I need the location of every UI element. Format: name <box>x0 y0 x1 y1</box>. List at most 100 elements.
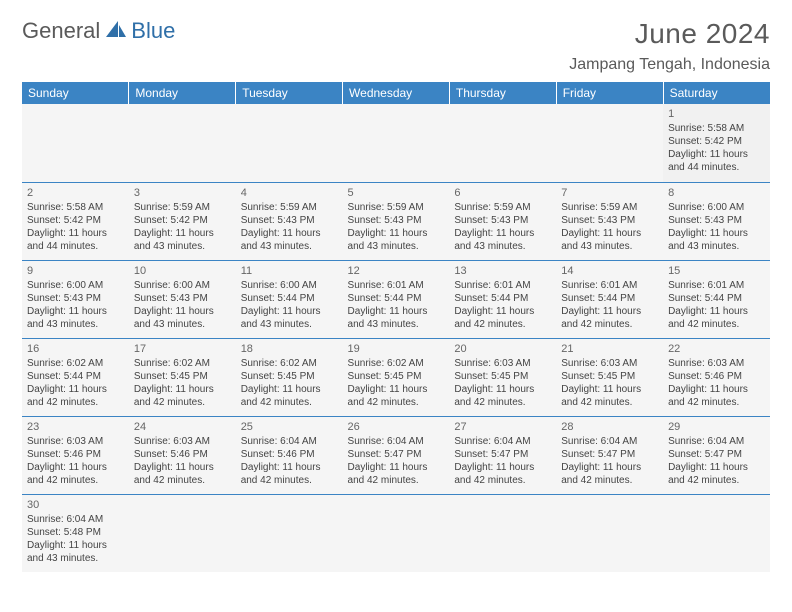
weekday-monday: Monday <box>129 82 236 104</box>
day-cell-27: 27Sunrise: 6:04 AMSunset: 5:47 PMDayligh… <box>449 416 556 494</box>
calendar-row-6: 30Sunrise: 6:04 AMSunset: 5:48 PMDayligh… <box>22 494 770 572</box>
daylight-text-1: Daylight: 11 hours <box>134 227 231 240</box>
sunset-text: Sunset: 5:44 PM <box>668 292 765 305</box>
daylight-text-2: and 42 minutes. <box>241 396 338 409</box>
sunrise-text: Sunrise: 5:58 AM <box>27 201 124 214</box>
daylight-text-1: Daylight: 11 hours <box>668 227 765 240</box>
daylight-text-2: and 43 minutes. <box>241 240 338 253</box>
day-number: 5 <box>348 186 445 200</box>
weekday-friday: Friday <box>556 82 663 104</box>
day-number: 2 <box>27 186 124 200</box>
daylight-text-2: and 42 minutes. <box>348 474 445 487</box>
sunset-text: Sunset: 5:44 PM <box>454 292 551 305</box>
daylight-text-2: and 42 minutes. <box>454 396 551 409</box>
day-number: 28 <box>561 420 658 434</box>
daylight-text-2: and 42 minutes. <box>561 318 658 331</box>
daylight-text-1: Daylight: 11 hours <box>348 227 445 240</box>
sunset-text: Sunset: 5:43 PM <box>454 214 551 227</box>
daylight-text-1: Daylight: 11 hours <box>241 227 338 240</box>
sunrise-text: Sunrise: 6:00 AM <box>668 201 765 214</box>
daylight-text-2: and 42 minutes. <box>668 474 765 487</box>
daylight-text-1: Daylight: 11 hours <box>561 383 658 396</box>
sunrise-text: Sunrise: 6:04 AM <box>241 435 338 448</box>
daylight-text-1: Daylight: 11 hours <box>241 461 338 474</box>
empty-cell <box>449 494 556 572</box>
daylight-text-2: and 43 minutes. <box>27 552 124 565</box>
day-number: 9 <box>27 264 124 278</box>
sunset-text: Sunset: 5:44 PM <box>241 292 338 305</box>
day-number: 1 <box>668 107 765 121</box>
sunset-text: Sunset: 5:43 PM <box>134 292 231 305</box>
day-number: 18 <box>241 342 338 356</box>
day-number: 14 <box>561 264 658 278</box>
daylight-text-2: and 42 minutes. <box>27 396 124 409</box>
sunrise-text: Sunrise: 6:03 AM <box>27 435 124 448</box>
day-number: 17 <box>134 342 231 356</box>
day-number: 12 <box>348 264 445 278</box>
daylight-text-1: Daylight: 11 hours <box>241 383 338 396</box>
sunrise-text: Sunrise: 6:01 AM <box>348 279 445 292</box>
day-number: 4 <box>241 186 338 200</box>
day-number: 25 <box>241 420 338 434</box>
sunset-text: Sunset: 5:46 PM <box>241 448 338 461</box>
daylight-text-2: and 42 minutes. <box>134 396 231 409</box>
day-number: 23 <box>27 420 124 434</box>
daylight-text-2: and 43 minutes. <box>27 318 124 331</box>
day-number: 15 <box>668 264 765 278</box>
calendar-table: Sunday Monday Tuesday Wednesday Thursday… <box>22 82 770 572</box>
sunrise-text: Sunrise: 5:59 AM <box>561 201 658 214</box>
sunset-text: Sunset: 5:44 PM <box>561 292 658 305</box>
daylight-text-1: Daylight: 11 hours <box>668 148 765 161</box>
daylight-text-2: and 44 minutes. <box>668 161 765 174</box>
sunrise-text: Sunrise: 6:03 AM <box>668 357 765 370</box>
day-number: 26 <box>348 420 445 434</box>
sunset-text: Sunset: 5:45 PM <box>348 370 445 383</box>
daylight-text-2: and 42 minutes. <box>668 396 765 409</box>
day-number: 27 <box>454 420 551 434</box>
daylight-text-2: and 42 minutes. <box>27 474 124 487</box>
title-block: June 2024 Jampang Tengah, Indonesia <box>569 18 770 74</box>
sunrise-text: Sunrise: 6:04 AM <box>348 435 445 448</box>
day-cell-4: 4Sunrise: 5:59 AMSunset: 5:43 PMDaylight… <box>236 182 343 260</box>
sunset-text: Sunset: 5:47 PM <box>561 448 658 461</box>
location-label: Jampang Tengah, Indonesia <box>569 56 770 74</box>
day-cell-17: 17Sunrise: 6:02 AMSunset: 5:45 PMDayligh… <box>129 338 236 416</box>
weekday-sunday: Sunday <box>22 82 129 104</box>
day-cell-26: 26Sunrise: 6:04 AMSunset: 5:47 PMDayligh… <box>343 416 450 494</box>
calendar-row-4: 16Sunrise: 6:02 AMSunset: 5:44 PMDayligh… <box>22 338 770 416</box>
sunset-text: Sunset: 5:43 PM <box>348 214 445 227</box>
day-number: 30 <box>27 498 124 512</box>
empty-cell <box>663 494 770 572</box>
day-number: 8 <box>668 186 765 200</box>
day-cell-10: 10Sunrise: 6:00 AMSunset: 5:43 PMDayligh… <box>129 260 236 338</box>
sunrise-text: Sunrise: 5:59 AM <box>454 201 551 214</box>
daylight-text-1: Daylight: 11 hours <box>134 461 231 474</box>
sunrise-text: Sunrise: 6:02 AM <box>27 357 124 370</box>
sunset-text: Sunset: 5:45 PM <box>134 370 231 383</box>
weekday-header-row: Sunday Monday Tuesday Wednesday Thursday… <box>22 82 770 104</box>
daylight-text-1: Daylight: 11 hours <box>668 305 765 318</box>
daylight-text-1: Daylight: 11 hours <box>561 461 658 474</box>
daylight-text-2: and 43 minutes. <box>454 240 551 253</box>
daylight-text-2: and 42 minutes. <box>561 396 658 409</box>
daylight-text-2: and 43 minutes. <box>561 240 658 253</box>
sunset-text: Sunset: 5:48 PM <box>27 526 124 539</box>
daylight-text-1: Daylight: 11 hours <box>348 461 445 474</box>
day-cell-29: 29Sunrise: 6:04 AMSunset: 5:47 PMDayligh… <box>663 416 770 494</box>
sunset-text: Sunset: 5:46 PM <box>27 448 124 461</box>
sunrise-text: Sunrise: 5:59 AM <box>348 201 445 214</box>
sunset-text: Sunset: 5:42 PM <box>134 214 231 227</box>
empty-cell <box>343 494 450 572</box>
day-cell-30: 30Sunrise: 6:04 AMSunset: 5:48 PMDayligh… <box>22 494 129 572</box>
empty-cell <box>449 104 556 182</box>
sunrise-text: Sunrise: 6:04 AM <box>561 435 658 448</box>
sunset-text: Sunset: 5:47 PM <box>348 448 445 461</box>
sunset-text: Sunset: 5:43 PM <box>27 292 124 305</box>
daylight-text-1: Daylight: 11 hours <box>561 305 658 318</box>
weekday-tuesday: Tuesday <box>236 82 343 104</box>
empty-cell <box>343 104 450 182</box>
sunset-text: Sunset: 5:45 PM <box>241 370 338 383</box>
daylight-text-1: Daylight: 11 hours <box>348 383 445 396</box>
daylight-text-1: Daylight: 11 hours <box>454 305 551 318</box>
logo-text-blue: Blue <box>131 18 175 44</box>
